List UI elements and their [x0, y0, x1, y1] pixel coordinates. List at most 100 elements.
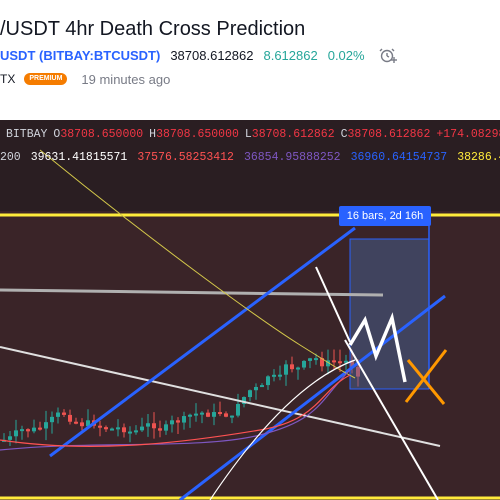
candle-body [308, 358, 312, 361]
candle-body [206, 412, 210, 417]
x-mark-stroke-2[interactable] [404, 349, 448, 403]
candle-body [242, 397, 246, 404]
candle-body [68, 414, 72, 422]
candle-body [254, 386, 258, 391]
published-time: 19 minutes ago [81, 71, 171, 87]
candle-body [14, 430, 18, 437]
candle-body [164, 424, 168, 431]
candle-body [26, 429, 30, 432]
candle-body [170, 420, 174, 425]
candle-body [326, 360, 330, 367]
candle-body [200, 412, 204, 415]
candle-body [74, 421, 78, 424]
candle-body [236, 403, 240, 416]
ma-value-1: 39631.41815571 [30, 150, 128, 164]
change-percent: 0.02% [327, 47, 365, 63]
candle-body [272, 374, 276, 377]
candle-body [38, 427, 42, 430]
candle-body [86, 420, 90, 427]
candle-body [296, 367, 300, 370]
alarm-clock-plus-icon[interactable] [379, 46, 397, 64]
x-mark-stroke-1[interactable] [406, 359, 446, 405]
price-chart[interactable]: BITBAY O 38708.650000 H 38708.650000 L 3870… [0, 120, 500, 500]
symbol-row: USDT (BITBAY:BTCUSDT) 38708.612862 8.612… [0, 46, 397, 64]
ma-purple-line [0, 369, 351, 451]
candle-body [356, 366, 360, 377]
candle-body [278, 374, 282, 377]
candle-body [152, 423, 156, 429]
candle-body [134, 430, 138, 433]
candle-body [110, 428, 114, 431]
low-label: L [244, 127, 252, 141]
candle-body [158, 428, 162, 431]
candle-body [314, 358, 318, 361]
candle-body [260, 385, 264, 388]
premium-badge: PREMIUM [24, 73, 68, 85]
author-name[interactable]: TX [0, 72, 16, 86]
idea-header: /USDT 4hr Death Cross Prediction USDT (B… [0, 0, 500, 120]
candle-body [230, 415, 234, 418]
ma-value-2: 37576.58253412 [137, 150, 234, 164]
ma-value-3: 36854.95888252 [243, 150, 341, 164]
ma-value-4: 36960.64154737 [350, 150, 448, 164]
candle-body [56, 412, 60, 417]
candle-body [338, 361, 342, 364]
candle-body [224, 413, 228, 417]
candle-body [32, 427, 36, 432]
candle-body [140, 426, 144, 431]
candle-body [50, 416, 54, 423]
ma-white-line [209, 359, 356, 500]
range-label: 16 bars, 2d 16h [339, 206, 431, 226]
candle-body [176, 420, 180, 423]
date-range-box[interactable] [349, 238, 430, 390]
candle-body [248, 390, 252, 398]
horizontal-resistance-line[interactable] [0, 288, 384, 297]
candle-body [44, 422, 48, 429]
price-value: 38708.612862 [170, 47, 254, 63]
candle-body [188, 414, 192, 417]
candle-body [182, 416, 186, 423]
projection-m-pattern[interactable] [348, 312, 407, 383]
author-row: TX PREMIUM 19 minutes ago [0, 71, 170, 87]
close-label: C [340, 127, 348, 141]
idea-title: /USDT 4hr Death Cross Prediction [0, 18, 306, 40]
candle-body [320, 358, 324, 367]
candle-body [194, 413, 198, 416]
ohlc-legend: BITBAY O 38708.650000 H 38708.650000 L 3870… [0, 126, 500, 142]
candle-body [302, 360, 306, 368]
exchange-name: BITBAY [6, 127, 48, 141]
open-label: O [53, 127, 61, 141]
candle-body [80, 422, 84, 427]
candle-body [116, 427, 120, 430]
ma-red-line [0, 374, 351, 447]
candle-body [218, 412, 222, 415]
ma-legend: 200 39631.41815571 37576.58253412 36854.… [0, 149, 500, 165]
candle-body [284, 364, 288, 375]
channel-lower-line[interactable] [179, 294, 446, 500]
chart-plot-area [0, 211, 500, 500]
projection-line-down-1[interactable] [315, 266, 351, 343]
change-value: 8.612862 [263, 47, 318, 63]
candle-body [290, 364, 294, 370]
candle-body [98, 425, 102, 428]
candle-body [332, 360, 336, 363]
candle-body [266, 376, 270, 386]
candle-body [104, 427, 108, 430]
candle-body [20, 429, 24, 432]
downtrend-line[interactable] [0, 346, 441, 447]
high-label: H [149, 127, 157, 141]
chart-canvas[interactable] [0, 120, 500, 500]
ma-period: 200 [0, 150, 21, 164]
open-value: 38708.650000 [60, 127, 144, 141]
symbol-link[interactable]: USDT (BITBAY:BTCUSDT) [0, 47, 161, 63]
candle-body [212, 412, 216, 417]
ma-value-5: 38286.48285710 [457, 150, 500, 164]
candle-body [350, 360, 354, 367]
candle-body [128, 431, 132, 434]
low-value: 38708.612862 [251, 127, 335, 141]
channel-upper-line[interactable] [49, 226, 356, 458]
projection-line-down-2[interactable] [344, 339, 439, 500]
candle-body [8, 436, 12, 440]
high-value: 38708.650000 [156, 127, 239, 141]
candle-body [146, 423, 150, 427]
